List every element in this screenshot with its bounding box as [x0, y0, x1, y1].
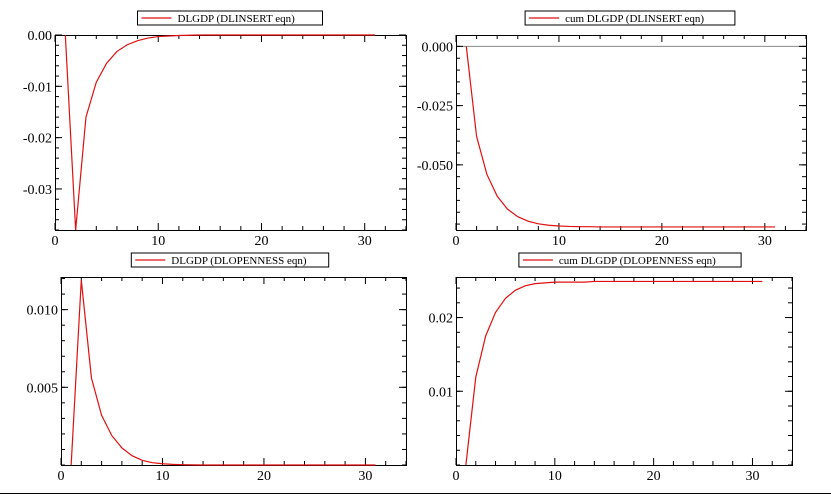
legend-label: DLGDP (DLOPENNESS eqn) [171, 255, 307, 267]
y-tick-label: -0.01 [23, 80, 52, 95]
x-tick-label: 10 [155, 469, 169, 484]
y-tick-label: 0.000 [422, 40, 454, 55]
x-tick-label: 30 [358, 234, 372, 249]
legend-label: DLGDP (DLINSERT eqn) [178, 13, 296, 25]
plot-frame [456, 35, 807, 231]
y-tick-label: -0.03 [23, 183, 52, 198]
x-tick-label: 0 [453, 234, 460, 249]
x-tick-label: 20 [655, 234, 669, 249]
y-tick-label: 0.005 [27, 381, 59, 396]
legend-box [130, 252, 330, 268]
legend-label: cum DLGDP (DLOPENNESS eqn) [559, 255, 716, 267]
x-tick-label: 20 [254, 234, 268, 249]
series-line [64, 34, 376, 231]
chart-panel-cum-dlopenness: 0 10 20 30 0.02 0.01 cum DLGDP (DLOPENNESS eqn… [429, 252, 793, 484]
x-tick-label: 10 [548, 469, 562, 484]
x-tick-label: 20 [257, 469, 271, 484]
x-tick-label: 10 [552, 234, 566, 249]
plot-frame [55, 35, 407, 231]
x-tick-label: 20 [647, 469, 661, 484]
legend-box [137, 10, 323, 26]
series-line [465, 46, 776, 228]
series-line [465, 280, 763, 466]
y-tick-label: 0.01 [429, 385, 454, 400]
legend-box [524, 10, 736, 26]
x-tick-label: 10 [151, 234, 165, 249]
chart-panel-dlinsert: 0 10 20 30 0.00 -0.01 -0.02 -0.03 DLGDP (DLINSER… [23, 10, 407, 249]
y-tick-label: -0.050 [417, 159, 453, 174]
y-tick-label: -0.02 [23, 132, 52, 147]
chart-panel-dlopenness: 0 10 20 30 0.010 0.005 DLGDP (DLOPENNESS eqn) [27, 252, 407, 484]
x-tick-label: 30 [358, 469, 372, 484]
y-tick-label: 0.010 [27, 304, 59, 319]
chart-panel-cum-dlinsert: 0 10 20 30 0.000 -0.025 -0.050 cum DLGDP (DLINS… [417, 10, 807, 249]
y-tick-label: 0.00 [28, 29, 53, 44]
x-tick-label: 0 [52, 234, 59, 249]
y-tick-label: 0.02 [429, 312, 454, 327]
y-tick-label: -0.025 [417, 100, 453, 115]
series-line [70, 280, 376, 466]
x-tick-label: 30 [758, 234, 772, 249]
legend-box [518, 252, 742, 268]
x-tick-label: 0 [58, 469, 65, 484]
plot-frame [456, 277, 793, 466]
x-tick-label: 30 [745, 469, 759, 484]
x-tick-label: 0 [453, 469, 460, 484]
legend-label: cum DLGDP (DLINSERT eqn) [565, 13, 704, 25]
